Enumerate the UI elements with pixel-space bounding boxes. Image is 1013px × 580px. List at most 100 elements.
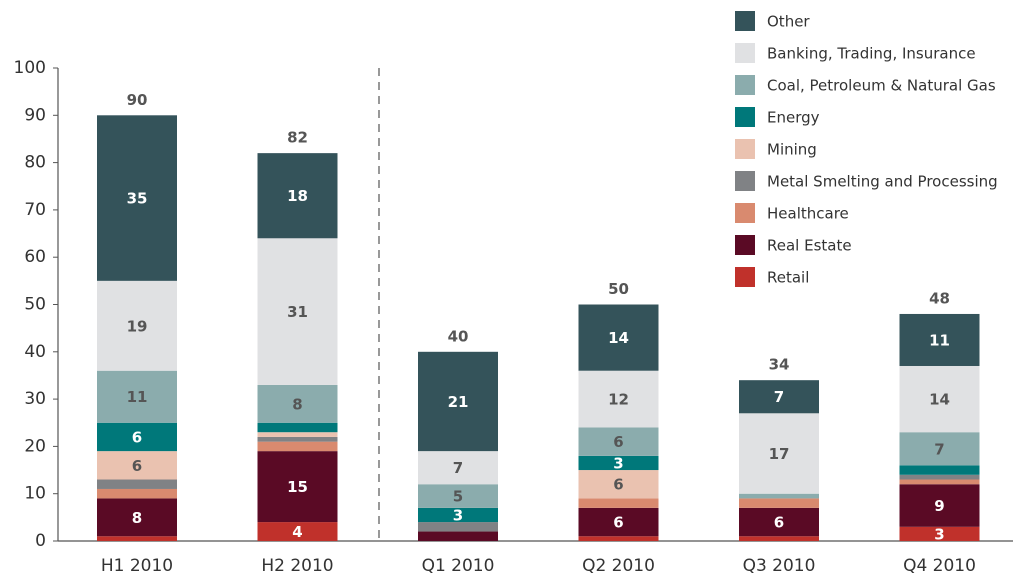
segment-label: 15 xyxy=(287,478,308,496)
bar-segment xyxy=(257,436,338,442)
total-label: 40 xyxy=(448,327,469,345)
bar-segment xyxy=(418,531,498,541)
bar-segment xyxy=(97,451,177,480)
total-label: 34 xyxy=(769,356,790,374)
legend-label: Real Estate xyxy=(767,237,852,255)
segment-label: 21 xyxy=(448,393,469,411)
bar-segment xyxy=(418,507,498,523)
segment-label: 8 xyxy=(132,509,142,527)
bar-segment xyxy=(578,536,659,541)
bar-segment xyxy=(418,351,498,452)
y-tick-label: 40 xyxy=(24,342,46,362)
bar-segment xyxy=(97,498,177,537)
segment-label: 6 xyxy=(132,428,142,446)
bar-segment xyxy=(97,479,177,489)
bar-segment xyxy=(97,488,177,499)
x-tick-label: Q3 2010 xyxy=(743,556,816,576)
bar-segment xyxy=(418,522,498,532)
bar-segment xyxy=(257,441,338,452)
bar-segment xyxy=(97,422,177,452)
bar-segment xyxy=(257,522,338,541)
bar-segment xyxy=(899,526,980,541)
total-label: 82 xyxy=(287,129,308,147)
segment-label: 6 xyxy=(613,514,623,532)
bar-segment xyxy=(899,365,980,433)
segment-label: 6 xyxy=(613,433,623,451)
legend-swatch xyxy=(735,75,755,95)
bar-segment xyxy=(578,427,659,456)
segment-label: 6 xyxy=(774,514,784,532)
total-label: 48 xyxy=(929,289,950,307)
x-tick-label: H1 2010 xyxy=(101,556,173,576)
total-label: 90 xyxy=(127,91,148,109)
bar-segment xyxy=(578,370,659,428)
legend-swatch xyxy=(735,267,755,287)
segment-label: 11 xyxy=(929,331,950,349)
x-tick-label: H2 2010 xyxy=(261,556,333,576)
y-tick-label: 90 xyxy=(24,105,46,125)
legend-swatch xyxy=(735,43,755,63)
bar-segment xyxy=(739,498,819,508)
segment-label: 8 xyxy=(292,395,302,413)
legend-label: Other xyxy=(767,13,810,31)
legend-swatch xyxy=(735,107,755,127)
legend-label: Mining xyxy=(767,141,817,159)
legend-swatch xyxy=(735,235,755,255)
segment-label: 3 xyxy=(613,454,623,472)
bar-segment xyxy=(739,493,819,499)
segment-label: 4 xyxy=(292,523,302,541)
segment-label: 17 xyxy=(769,445,790,463)
bar-segment xyxy=(97,370,177,423)
legend-swatch xyxy=(735,203,755,223)
bar-segment xyxy=(578,304,659,371)
y-tick-label: 20 xyxy=(24,436,46,456)
segment-label: 5 xyxy=(453,488,463,506)
bar-segment xyxy=(739,413,819,494)
bar-segment xyxy=(578,507,659,537)
y-tick-label: 100 xyxy=(14,58,46,78)
segment-label: 31 xyxy=(287,303,308,321)
bar-segment xyxy=(418,451,498,485)
y-tick-label: 50 xyxy=(24,295,46,315)
bar-segment xyxy=(739,380,819,414)
bar-segment xyxy=(257,432,338,437)
segment-label: 3 xyxy=(453,506,463,524)
segment-label: 18 xyxy=(287,187,308,205)
segment-label: 6 xyxy=(132,457,142,475)
x-tick-label: Q4 2010 xyxy=(903,556,976,576)
bar-segment xyxy=(97,280,177,371)
y-tick-label: 0 xyxy=(35,531,46,551)
segment-label: 3 xyxy=(934,525,944,543)
segment-label: 9 xyxy=(934,497,944,515)
bar-segment xyxy=(899,479,980,485)
bar-segment xyxy=(578,498,659,508)
bar-segment xyxy=(257,153,338,239)
x-tick-label: Q1 2010 xyxy=(422,556,495,576)
legend-label: Healthcare xyxy=(767,205,849,223)
legend-swatch xyxy=(735,11,755,31)
segment-label: 6 xyxy=(613,476,623,494)
legend-label: Banking, Trading, Insurance xyxy=(767,45,976,63)
legend-swatch xyxy=(735,139,755,159)
legend-label: Retail xyxy=(767,269,809,287)
segment-label: 7 xyxy=(453,459,463,477)
y-tick-label: 30 xyxy=(24,389,46,409)
y-tick-label: 80 xyxy=(24,153,46,173)
y-tick-label: 10 xyxy=(24,484,46,504)
bar-segment xyxy=(739,536,819,541)
segment-label: 19 xyxy=(127,317,148,335)
bar-segment xyxy=(899,465,980,475)
total-label: 50 xyxy=(608,280,629,298)
bar-segment xyxy=(899,432,980,466)
segment-label: 12 xyxy=(608,391,629,409)
segment-label: 7 xyxy=(934,440,944,458)
legend-label: Energy xyxy=(767,109,820,127)
bar-segment xyxy=(257,451,338,523)
bar-segment xyxy=(578,455,659,471)
bar-segment xyxy=(739,507,819,537)
legend-label: Metal Smelting and Processing xyxy=(767,173,998,191)
segment-label: 14 xyxy=(608,329,629,347)
bar-segment xyxy=(257,422,338,433)
x-tick-label: Q2 2010 xyxy=(582,556,655,576)
